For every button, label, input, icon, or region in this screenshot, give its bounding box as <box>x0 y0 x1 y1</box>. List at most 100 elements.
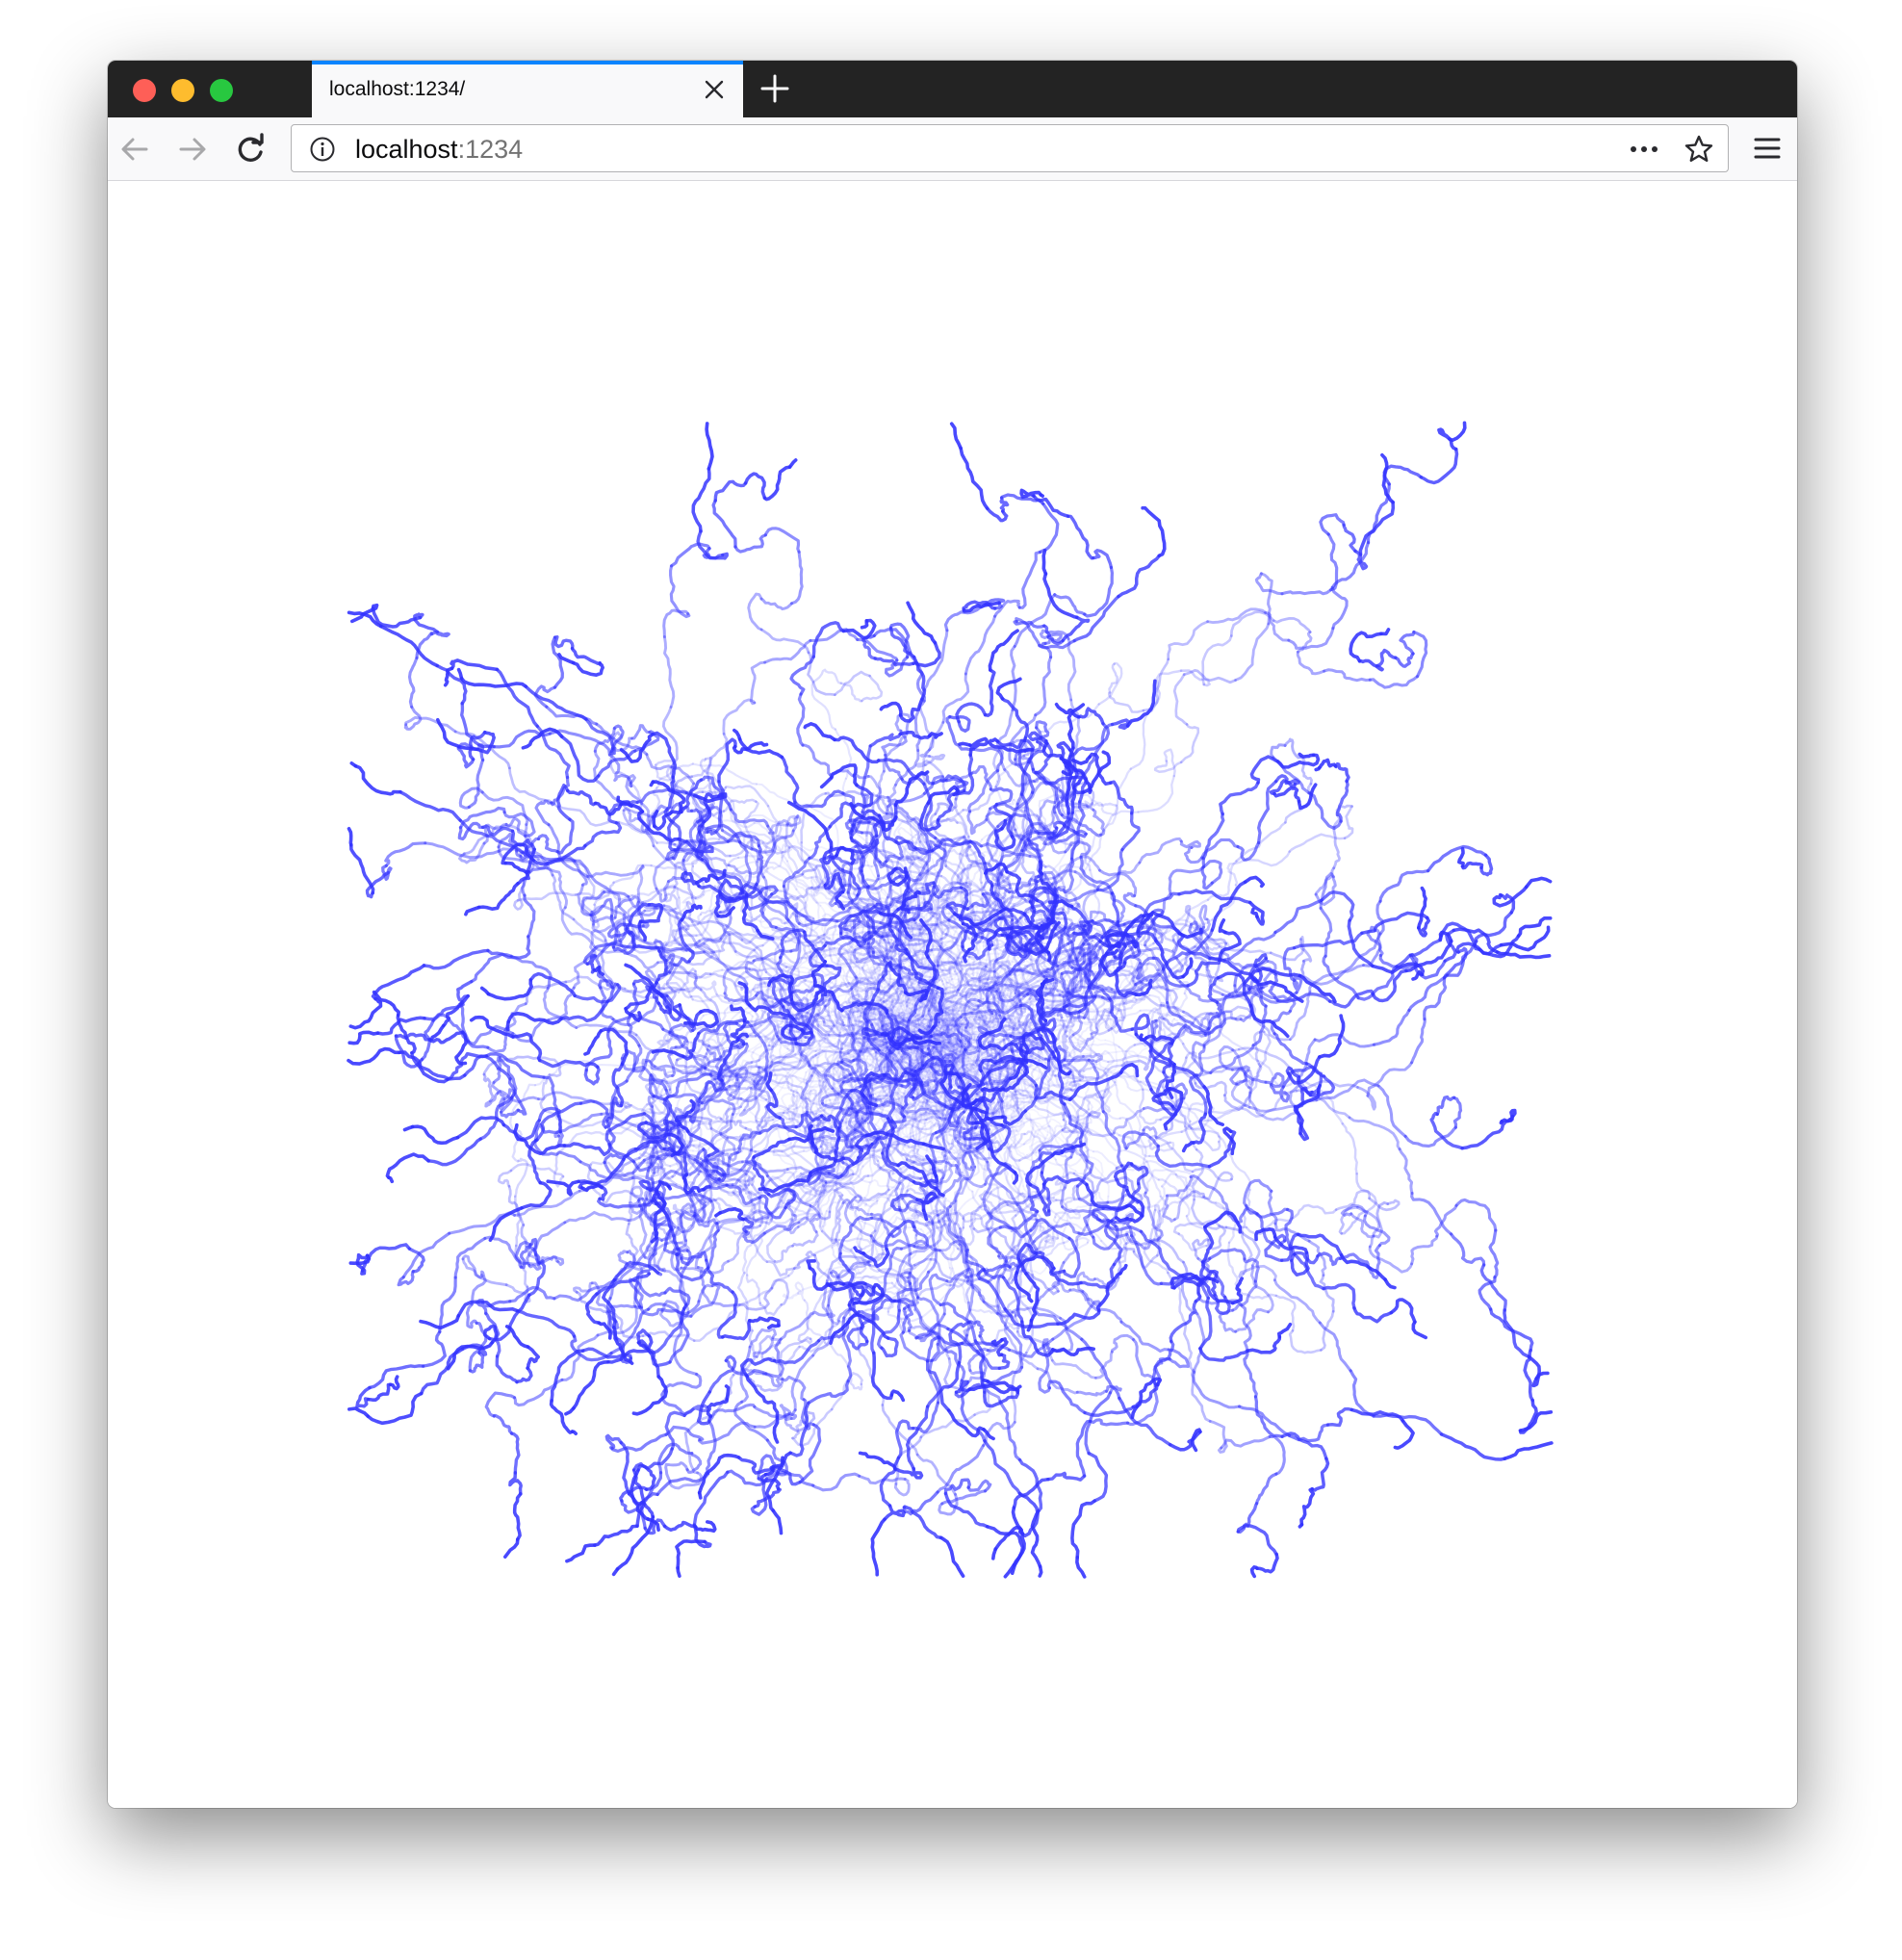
walk-segment <box>1246 1335 1282 1354</box>
walk-segment <box>1054 935 1067 986</box>
walk-segment <box>876 1159 895 1175</box>
walk-segment <box>843 993 879 1011</box>
walk-segment <box>1014 1271 1034 1303</box>
star-icon[interactable] <box>1684 134 1714 165</box>
walk-segment <box>1019 1061 1064 1096</box>
walk-segment <box>976 1012 1032 1028</box>
walk-segment <box>857 985 903 1015</box>
walk-segment <box>887 802 921 827</box>
walk-segment <box>1195 1045 1206 1079</box>
more-horizontal-icon[interactable] <box>1628 137 1660 162</box>
walk-segment <box>798 1328 831 1354</box>
walk-segment <box>693 1520 717 1534</box>
walk-segment <box>1059 971 1090 1019</box>
walk-segment <box>1090 1008 1113 1036</box>
walk-segment <box>861 1027 888 1038</box>
url-bar[interactable]: localhost:1234 <box>291 124 1729 172</box>
zoom-window-button[interactable] <box>210 79 233 102</box>
walk-segment <box>1144 1042 1171 1092</box>
walk-segment <box>512 1492 523 1541</box>
info-icon[interactable] <box>309 136 336 163</box>
walk-segment <box>637 1204 648 1259</box>
walk-segment <box>704 1136 730 1181</box>
walk-segment <box>1117 993 1146 1013</box>
walk-segment <box>934 1013 964 1037</box>
walk-segment <box>954 1120 988 1142</box>
walk-segment <box>971 1190 1013 1229</box>
walk-segment <box>1072 1067 1090 1100</box>
walk-segment <box>947 1150 987 1189</box>
walk-segment <box>818 1036 840 1048</box>
walk-segment <box>756 957 786 980</box>
walk-segment <box>931 1055 977 1089</box>
walk-segment <box>722 1021 746 1050</box>
walk-segment <box>837 960 898 997</box>
walk-segment <box>660 907 677 956</box>
walk-segment <box>1000 982 1017 1026</box>
walk-segment <box>997 988 1009 1013</box>
walk-segment <box>858 1474 907 1485</box>
walk-segment <box>941 672 970 724</box>
walk-segment <box>892 853 943 878</box>
walk-segment <box>894 1012 918 1047</box>
close-window-button[interactable] <box>133 79 156 102</box>
url-text[interactable]: localhost:1234 <box>355 135 523 165</box>
walk-segment <box>1037 1261 1066 1302</box>
walk-segment <box>509 1431 521 1475</box>
walk-segment <box>849 1009 889 1051</box>
walk-segment <box>663 775 676 823</box>
walk-segment <box>959 1026 978 1048</box>
walk-segment <box>973 1371 991 1416</box>
hamburger-menu-icon[interactable] <box>1751 131 1784 166</box>
walk-segment <box>1017 1457 1043 1513</box>
walk-segment <box>899 1270 920 1300</box>
walk-segment <box>1220 1434 1272 1450</box>
walk-segment <box>934 1186 945 1198</box>
walk-segment <box>853 980 869 1003</box>
walk-segment <box>962 1040 976 1061</box>
reload-icon[interactable] <box>233 132 268 167</box>
walk-segment <box>1245 1203 1290 1219</box>
walk-segment <box>976 1059 1023 1079</box>
walk-segment <box>957 1067 978 1085</box>
walk-segment <box>652 844 694 899</box>
walk-segment <box>1222 930 1277 962</box>
arrow-left-icon[interactable] <box>117 132 152 167</box>
walk-segment <box>932 1044 957 1062</box>
walk-segment <box>877 995 912 1010</box>
walk-segment <box>1190 1198 1228 1230</box>
walk-segment <box>1051 922 1087 969</box>
walk-segment <box>583 1065 601 1086</box>
walk-segment <box>824 1180 862 1202</box>
walk-segment <box>1057 942 1094 956</box>
walk-segment <box>827 1280 867 1292</box>
walk-segment <box>743 472 767 501</box>
close-icon[interactable] <box>703 78 726 101</box>
walk-segment <box>1151 1087 1175 1109</box>
walk-segment <box>1288 990 1312 1042</box>
walk-segment <box>849 976 869 1011</box>
walk-segment <box>909 818 920 842</box>
walk-segment <box>937 1034 956 1051</box>
walk-segment <box>1073 870 1114 895</box>
walk-segment <box>891 889 907 917</box>
walk-segment <box>918 1122 974 1135</box>
minimize-window-button[interactable] <box>171 79 194 102</box>
walk-segment <box>832 1052 849 1101</box>
walk-segment <box>841 1020 885 1041</box>
tab-active[interactable]: localhost:1234/ <box>312 61 743 117</box>
walk-segment <box>565 788 598 807</box>
walk-segment <box>1448 421 1467 443</box>
walk-segment <box>752 1137 791 1159</box>
walk-segment <box>964 883 1011 924</box>
walk-segment <box>876 1148 920 1202</box>
plus-icon[interactable] <box>758 72 791 105</box>
arrow-right-icon[interactable] <box>175 132 210 167</box>
walk-segment <box>772 1145 803 1170</box>
walk-segment <box>1012 1171 1019 1185</box>
walk-segment <box>570 646 602 666</box>
walk-segment <box>520 1180 553 1210</box>
walk-segment <box>841 1141 887 1159</box>
walk-segment <box>724 785 770 808</box>
walk-segment <box>705 1258 734 1294</box>
